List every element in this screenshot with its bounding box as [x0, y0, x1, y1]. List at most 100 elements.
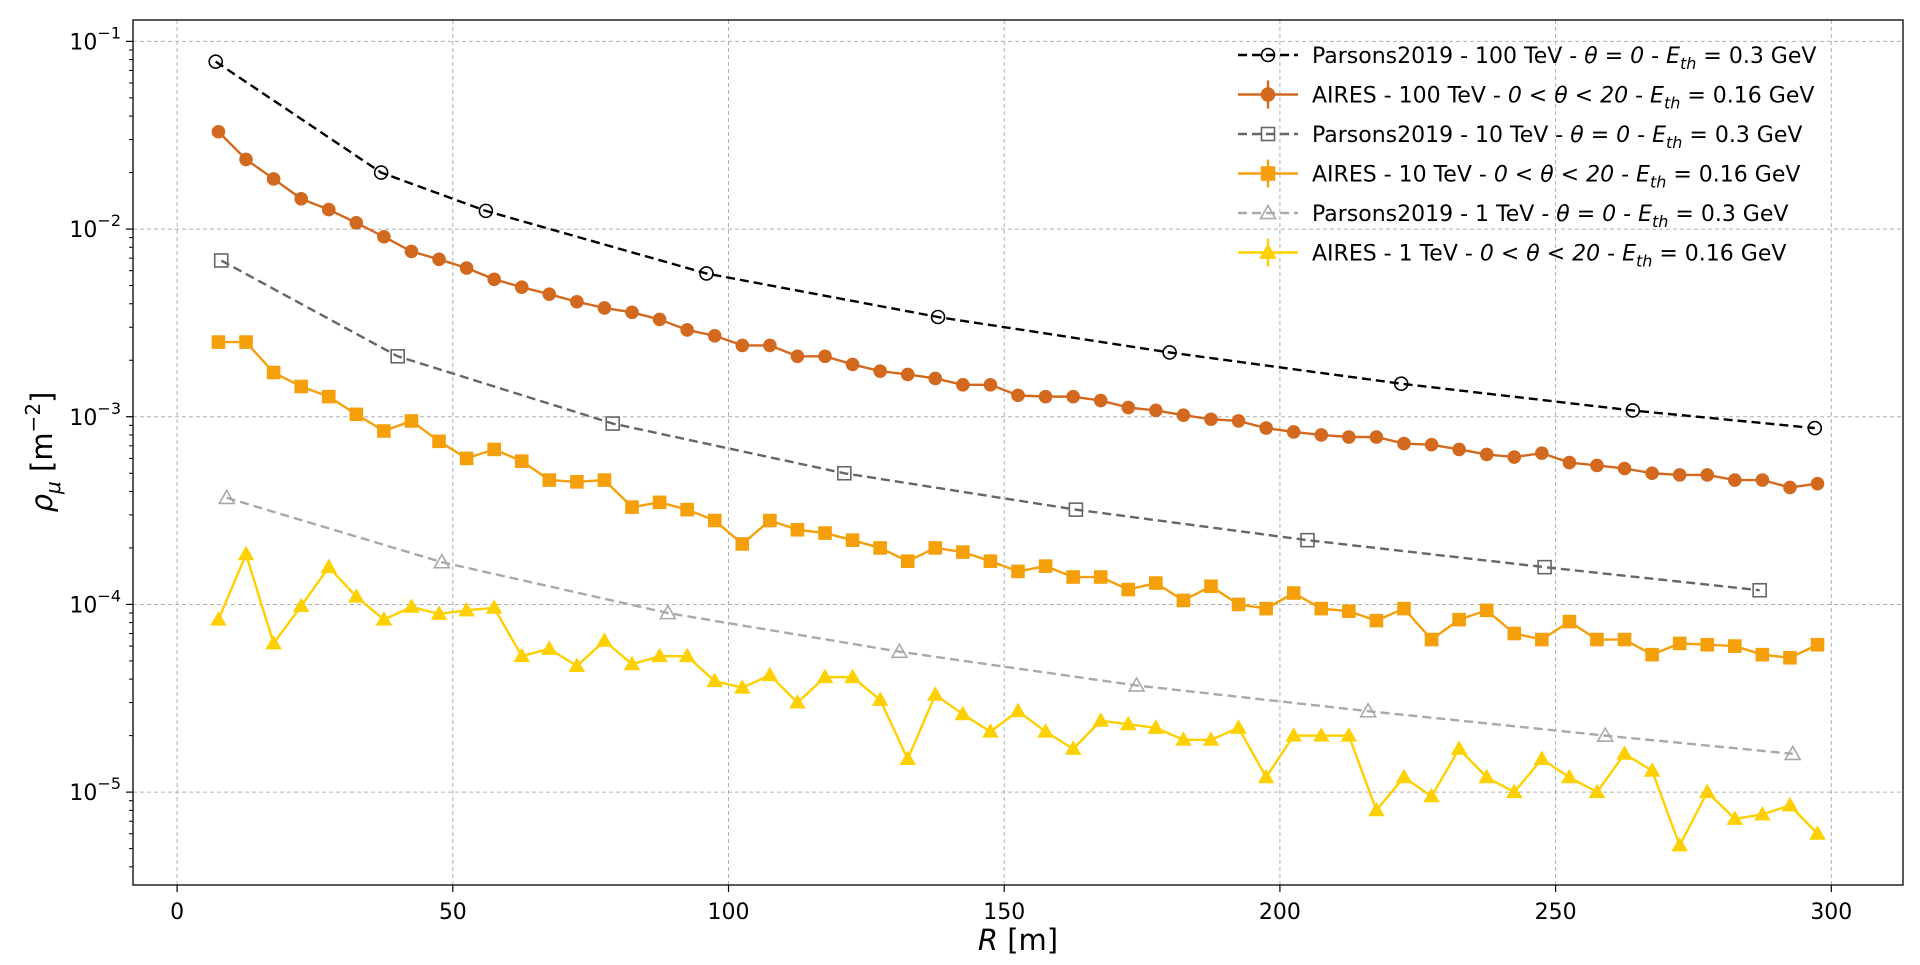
x-tick-label: 50 [439, 900, 467, 925]
data-point [321, 202, 336, 217]
data-point [1754, 805, 1771, 821]
data-point [763, 513, 777, 528]
data-point [651, 647, 668, 663]
data-point [1312, 727, 1330, 742]
data-point [1230, 719, 1247, 734]
data-point [210, 611, 227, 626]
data-point [983, 377, 998, 392]
data-point [956, 377, 970, 392]
data-point [478, 203, 494, 219]
data-point [652, 495, 667, 510]
data-point [1533, 750, 1551, 766]
data-point [377, 424, 391, 438]
data-point [680, 323, 694, 337]
data-point [542, 473, 557, 487]
data-point [403, 598, 420, 613]
data-point [790, 522, 805, 537]
legend-label: Parsons2019 - 100 TeV - θ = 0 - Eth = 0.… [1312, 44, 1816, 73]
data-point [1260, 87, 1276, 102]
data-point [1590, 458, 1604, 473]
data-point [1260, 126, 1276, 142]
data-point [1535, 446, 1549, 460]
series-3 [211, 335, 1825, 665]
data-point [1120, 715, 1137, 731]
data-point [568, 657, 586, 672]
data-point [348, 588, 365, 603]
x-tick-label: 250 [1535, 900, 1577, 925]
y-tick-label: 10−2 [69, 211, 121, 243]
data-point [1397, 436, 1411, 451]
legend-entry: AIRES - 1 TeV - 0 < θ < 20 - Eth = 0.16 … [1238, 238, 1786, 271]
data-point [265, 634, 282, 650]
data-point [1783, 650, 1797, 665]
data-point [1452, 612, 1466, 627]
data-point [1783, 744, 1802, 761]
data-point [1342, 604, 1356, 619]
y-axis-title: ρμ [m−2] [21, 392, 65, 513]
data-point [816, 668, 834, 684]
data-point [349, 407, 364, 422]
data-point [735, 338, 750, 353]
data-point [1369, 613, 1384, 628]
data-point [707, 513, 722, 528]
y-tick-label: 10−1 [69, 23, 121, 55]
data-point [1162, 345, 1177, 360]
data-point [1807, 420, 1823, 436]
data-point [1562, 614, 1577, 629]
data-point [1671, 836, 1688, 852]
data-point [487, 442, 501, 457]
data-point [458, 601, 475, 617]
data-point [982, 723, 999, 738]
data-point [1260, 47, 1276, 63]
data-point [699, 266, 714, 281]
data-point [1231, 597, 1246, 612]
series-line [220, 259, 1760, 592]
data-point [1424, 437, 1439, 452]
data-point [1093, 570, 1108, 584]
data-point [292, 597, 310, 613]
data-point [514, 280, 529, 295]
data-point [1342, 430, 1356, 444]
data-point [208, 54, 224, 69]
data-point [1450, 740, 1468, 755]
data-point [266, 365, 281, 380]
legend-entry: Parsons2019 - 10 TeV - θ = 0 - Eth = 0.3… [1238, 123, 1802, 152]
data-point [1700, 468, 1715, 482]
data-point [1038, 559, 1053, 573]
data-point [432, 553, 451, 569]
data-point [1093, 393, 1108, 408]
plot-frame [132, 19, 1904, 886]
data-point [1752, 582, 1767, 598]
data-point [1259, 243, 1277, 259]
data-point [1368, 801, 1385, 817]
data-point [1286, 425, 1301, 439]
data-point [927, 686, 944, 701]
data-point [818, 526, 832, 540]
data-point [1176, 408, 1191, 422]
data-point [1257, 768, 1275, 784]
legend-label: AIRES - 10 TeV - 0 < θ < 20 - Eth = 0.16… [1312, 163, 1800, 192]
data-point [1562, 455, 1577, 470]
data-point [1393, 376, 1409, 392]
data-point [266, 172, 281, 186]
series-line [226, 496, 1793, 756]
data-point [983, 554, 998, 568]
data-point [1781, 796, 1799, 812]
data-point [1068, 502, 1084, 517]
data-point [1176, 593, 1191, 608]
data-point [1452, 442, 1466, 457]
data-point [1507, 626, 1522, 641]
data-point [570, 294, 584, 309]
data-point [1064, 740, 1082, 755]
data-point [597, 473, 612, 487]
data-point [1149, 576, 1163, 590]
legend-entry: Parsons2019 - 100 TeV - θ = 0 - Eth = 0.… [1238, 44, 1816, 73]
data-point [1645, 466, 1659, 481]
data-point [1147, 719, 1165, 734]
data-point [1505, 783, 1523, 799]
data-point [1066, 570, 1080, 584]
data-point [1397, 601, 1411, 616]
data-point [1314, 428, 1329, 442]
data-point [1175, 731, 1192, 746]
